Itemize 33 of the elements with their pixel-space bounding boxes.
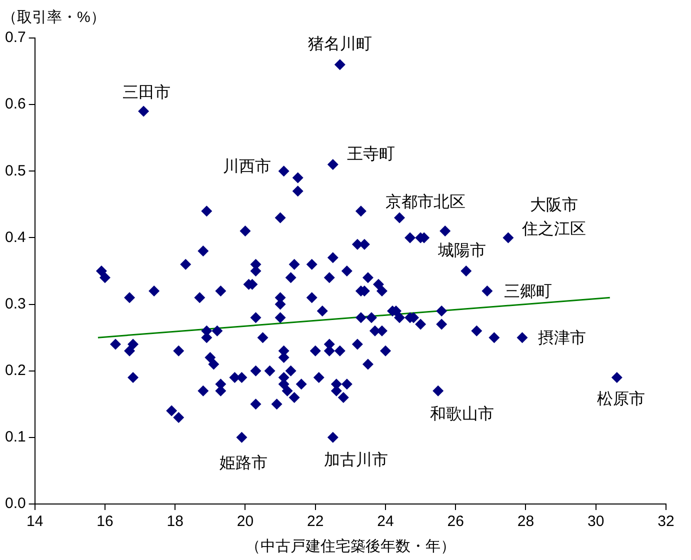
- y-tick-label: 0.7: [4, 29, 26, 46]
- x-tick-label: 28: [517, 513, 534, 530]
- y-tick-label: 0.2: [4, 362, 26, 379]
- x-tick-label: 32: [658, 513, 674, 530]
- y-tick-label: 0.0: [4, 495, 26, 512]
- annotation: 摂津市: [538, 328, 586, 347]
- x-tick-label: 24: [377, 513, 394, 530]
- annotation: 姫路市: [220, 454, 268, 472]
- annotation: 三田市: [122, 84, 171, 102]
- x-tick-label: 20: [236, 513, 254, 530]
- x-tick-label: 26: [447, 513, 464, 530]
- x-tick-label: 18: [166, 513, 184, 530]
- y-tick-label: 0.5: [4, 162, 26, 180]
- x-tick-label: 30: [588, 513, 604, 530]
- annotation: 城陽市: [437, 241, 486, 260]
- y-axis-title: （取引率・%）: [2, 9, 106, 26]
- x-axis-title: （中古戸建住宅築後年数・年）: [245, 538, 456, 556]
- y-tick-label: 0.3: [4, 295, 26, 312]
- annotation: 川西市: [222, 158, 271, 176]
- x-tick-label: 16: [96, 513, 114, 530]
- y-tick-label: 0.4: [4, 228, 26, 246]
- annotation: 王寺町: [346, 144, 395, 163]
- y-tick-label: 0.6: [4, 96, 26, 113]
- x-tick-label: 14: [26, 513, 44, 530]
- annotation: 加古川市: [324, 450, 388, 469]
- annotation: 大阪市住之江区: [521, 196, 586, 238]
- y-tick-label: 0.1: [4, 428, 26, 446]
- annotation: 三郷町: [504, 283, 552, 300]
- annotation: 猪名川町: [308, 35, 372, 54]
- annotation: 京都市北区: [386, 193, 466, 212]
- annotation: 和歌山市: [430, 405, 494, 424]
- x-tick-label: 22: [307, 513, 324, 530]
- annotation: 松原市: [596, 390, 645, 408]
